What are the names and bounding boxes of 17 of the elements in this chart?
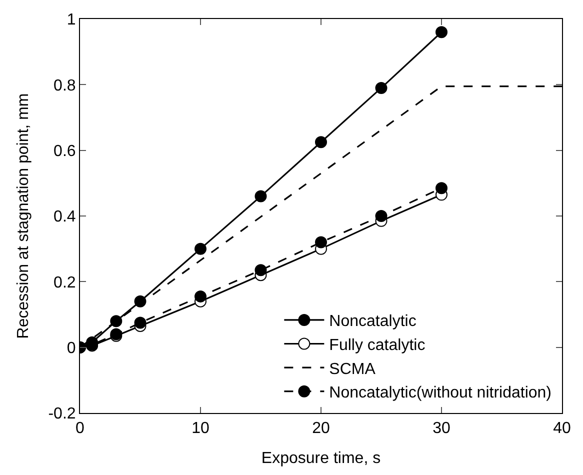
legend-label: Noncatalytic(without nitridation) xyxy=(329,384,552,402)
x-tick-label: 40 xyxy=(553,420,571,438)
y-tick-label: 0.2 xyxy=(54,274,76,292)
y-tick-label: 0 xyxy=(66,340,76,357)
legend-label: Noncatalytic xyxy=(329,313,416,330)
x-tick-label: 30 xyxy=(432,420,450,438)
y-tick-label: 1 xyxy=(66,12,76,29)
x-tick-label: 10 xyxy=(192,420,210,438)
y-tick-label: 0.4 xyxy=(54,208,76,226)
x-tick-label: 20 xyxy=(312,420,330,438)
x-axis-title: Exposure time, s xyxy=(261,450,381,467)
legend-label: Fully catalytic xyxy=(329,337,426,354)
y-axis-title: Recession at stagnation point, mm xyxy=(15,93,32,339)
legend-label: SCMA xyxy=(329,360,376,378)
y-tick-label: 0.6 xyxy=(54,142,76,160)
y-tick-label: 0.8 xyxy=(54,77,76,94)
y-tick-label: -0.2 xyxy=(48,406,76,423)
